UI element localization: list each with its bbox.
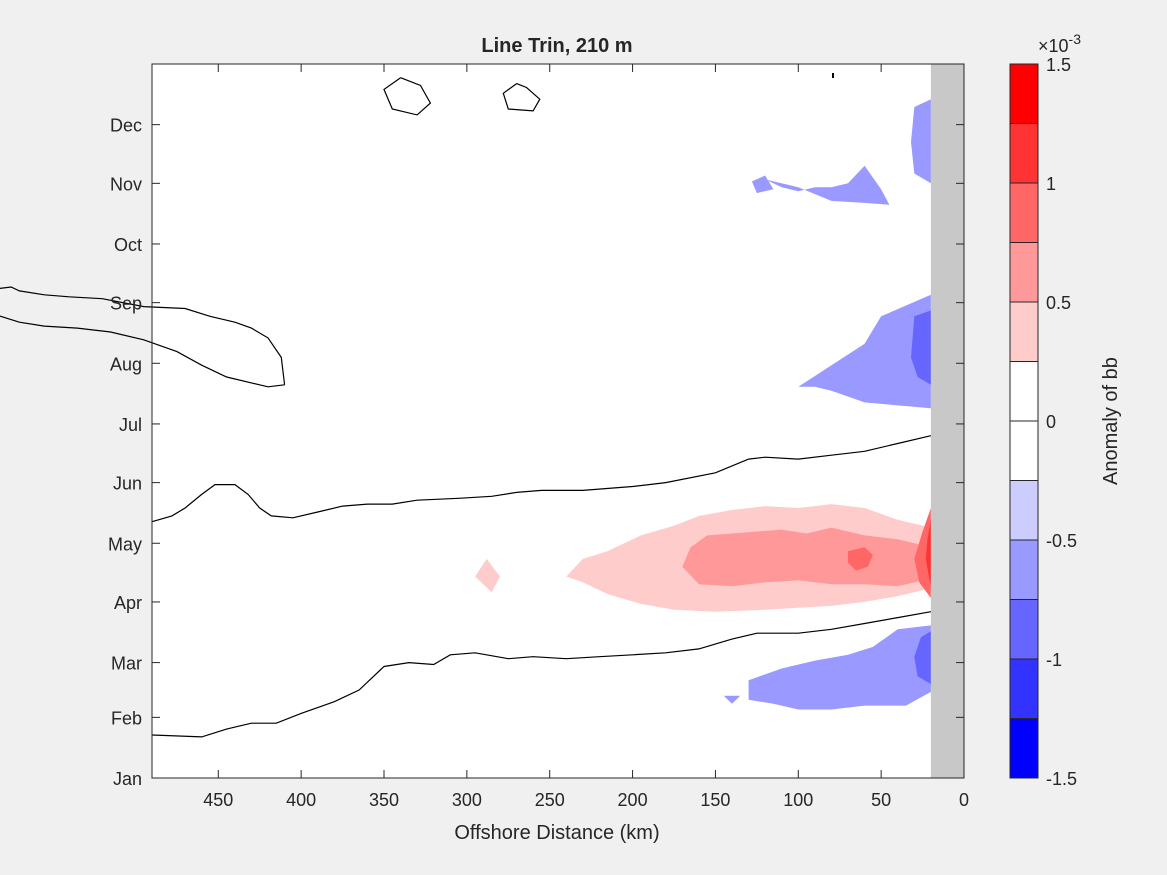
colorbar-cells [1010, 64, 1038, 779]
patch-spring-spot-red [848, 547, 873, 571]
colorbar-cell [1010, 361, 1038, 422]
contour-summer-lower [151, 611, 932, 738]
x-tick-labels: 450 400 350 300 250 200 150 100 50 0 [203, 790, 969, 810]
y-tick-label: Dec [110, 116, 142, 136]
y-tick-labels: Jan Feb Mar Apr May Jun Jul Aug Sep Oct Nov Dec [108, 116, 142, 789]
x-tick-label: 50 [871, 790, 891, 810]
colorbar-cell [1010, 659, 1038, 719]
patch-dec-coast-blue [911, 99, 931, 184]
patch-spring-coast-red-2 [925, 519, 931, 587]
colorbar-frame [1009, 63, 1039, 779]
colorbar-cell [1010, 540, 1038, 600]
y-tick-label: Apr [114, 593, 142, 613]
colorbar-label: Anomaly of bb [1100, 357, 1122, 485]
y-tick-label: Aug [110, 354, 142, 374]
patch-nov-blue-b [751, 175, 774, 194]
y-tick-label: Oct [114, 235, 142, 255]
colorbar-cell [1010, 302, 1038, 362]
colorbar-exponent: ×10-3 [1038, 31, 1081, 56]
y-tick-label: Nov [110, 174, 142, 194]
x-tick-label: 350 [369, 790, 399, 810]
colorbar-tick-label: 1 [1046, 174, 1056, 194]
y-tick-label: Jan [113, 769, 142, 789]
plot-area [0, 63, 965, 779]
patch-aug-blue-dark [911, 310, 931, 385]
colorbar-cell [1010, 421, 1038, 481]
colorbar-tick-labels: 1.5 1 0.5 0 -0.5 -1 -1.5 [1046, 55, 1077, 789]
patch-mar-blue-small [723, 695, 741, 704]
patch-mar-blue [748, 625, 931, 710]
colorbar-cell [1010, 242, 1038, 303]
colorbar-exponent-base: ×10 [1038, 36, 1069, 56]
patch-winter-coast-blue [914, 631, 931, 685]
colorbar-exponent-power: -3 [1069, 31, 1082, 47]
patch-apr-spot [475, 558, 500, 593]
axis-ticks [152, 64, 965, 779]
contour-aug-sep-loop [0, 286, 286, 388]
x-tick-label: 0 [959, 790, 969, 810]
chart-title: Line Trin, 210 m [481, 35, 632, 57]
plot-frame [151, 63, 965, 779]
y-tick-label: Sep [110, 294, 142, 314]
colorbar-tick-label: 0 [1046, 412, 1056, 432]
x-tick-label: 400 [286, 790, 316, 810]
x-tick-label: 100 [783, 790, 813, 810]
colorbar-tick-label: 0.5 [1046, 293, 1071, 313]
x-tick-label: 250 [535, 790, 565, 810]
colorbar-tick-label: -0.5 [1046, 531, 1077, 551]
x-tick-label: 200 [618, 790, 648, 810]
contour-dec-loop-b [502, 83, 541, 112]
patch-nov-blue-a [765, 165, 890, 205]
x-axis-label: Offshore Distance (km) [454, 822, 659, 844]
colorbar-cell [1010, 64, 1038, 124]
land-mask [930, 64, 964, 778]
colorbar-tick-label: 1.5 [1046, 55, 1071, 75]
y-tick-label: May [108, 534, 142, 554]
colorbar-cell [1010, 480, 1038, 541]
patch-spring-medium-red [682, 527, 931, 587]
x-tick-label: 450 [203, 790, 233, 810]
y-tick-label: Mar [111, 654, 142, 674]
colorbar-cell [1010, 123, 1038, 184]
colorbar-cell [1010, 183, 1038, 243]
zero-contours [0, 77, 932, 738]
colorbar-cell [1010, 599, 1038, 660]
colorbar-tick-label: -1.5 [1046, 769, 1077, 789]
y-tick-label: Jul [119, 415, 142, 435]
colorbar: 1.5 1 0.5 0 -0.5 -1 -1.5 ×10-3 Anomaly of bb [1009, 31, 1122, 789]
contour-summer-upper [151, 435, 932, 523]
anomaly-patches [475, 99, 931, 710]
contour-dec-loop-a [383, 77, 432, 116]
x-tick-label: 150 [700, 790, 730, 810]
y-tick-label: Jun [113, 474, 142, 494]
patch-spring-coast-red-1 [914, 508, 931, 598]
y-tick-label: Feb [111, 708, 142, 728]
colorbar-tick-label: -1 [1046, 650, 1062, 670]
colorbar-cell [1010, 718, 1038, 779]
patch-aug-blue [798, 294, 931, 409]
x-tick-label: 300 [452, 790, 482, 810]
